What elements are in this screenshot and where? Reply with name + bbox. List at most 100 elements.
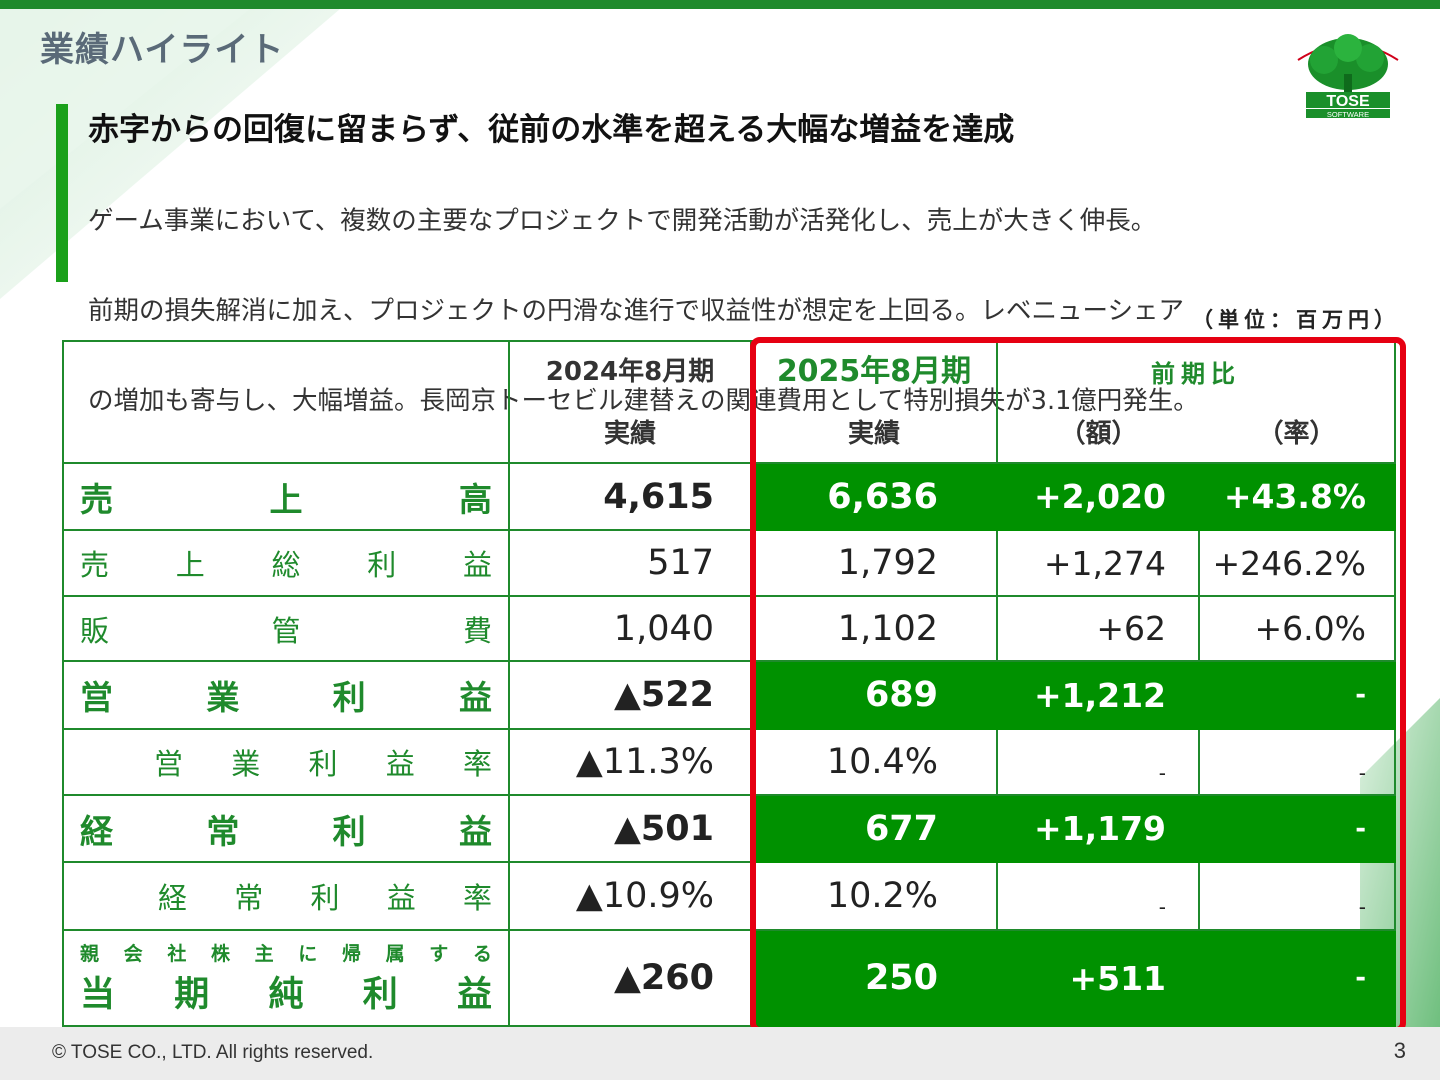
headline-accent-bar [56,104,68,282]
label-char: 益 [385,747,415,781]
diff-rate: - [1198,794,1396,863]
copyright: © TOSE CO., LTD. All rights reserved. [52,1042,374,1063]
header-prev-sub: 実績 [508,401,752,464]
page-number: 3 [1393,1038,1406,1063]
diff-rate: +246.2% [1198,529,1396,597]
label-char: 益 [458,678,492,717]
label-char: 親 [80,943,100,965]
prev-value: ▲260 [508,929,752,1027]
diff-rate: - [1198,929,1396,1027]
label-char: 主 [254,943,274,965]
label-char: 期 [174,975,210,1015]
diff-amount: +1,179 [996,794,1200,863]
label-char: 会 [123,943,143,965]
label-spread-small: 親会社株主に帰属する [80,939,492,966]
header-compare-amount: （額） [996,401,1199,464]
row-label: 親 会 社 株 主 に 帰 属 す る 当 期 純 利 益 [62,929,510,1027]
diff-amount: +1,274 [996,529,1200,597]
label-char: 社 [167,943,187,965]
prev-value: 4,615 [508,462,752,531]
diff-rate: +43.8% [1198,462,1396,531]
label-char: 属 [385,943,405,965]
header-prev-period: 2024年8月期 [508,340,752,401]
table-row: 営 業 利 益 ▲522 689 +1,212 - [62,660,1396,730]
label-char: 総 [271,548,301,582]
row-label: 販管費 [62,595,510,662]
row-label: 営業利益率 [62,728,510,796]
label-char: 益 [386,881,416,915]
label-spread: 販管費 [80,608,492,650]
header-compare: 前期比 [996,340,1396,401]
diff-amount: +511 [996,929,1200,1027]
diff-amount: +2,020 [996,462,1200,531]
label-char: 率 [462,881,492,915]
table-row: 売 上 総 利 益 517 1,792 +1,274 +246.2% [62,529,1396,597]
cur-value: 10.2% [750,861,998,931]
label-char: す [429,943,449,965]
logo-subtext: SOFTWARE [1327,110,1369,119]
label-spread: 経常利益率 [80,875,492,917]
row-label: 経常利益 [62,794,510,863]
row-label: 売上総利益 [62,529,510,597]
label-char: 営 [80,678,113,717]
label-char: 売 [80,479,113,519]
label-char: 当 [80,975,116,1015]
label-spread: 売上高 [80,473,492,521]
diff-amount: +1,212 [996,660,1200,730]
table-row: 経 常 利 益 率 ▲10.9% 10.2% - - [62,861,1396,931]
label-char: 純 [268,975,304,1015]
label-char: 高 [459,479,492,519]
label-char: 費 [462,613,492,648]
cur-value: 689 [750,660,998,730]
cur-value: 10.4% [750,728,998,796]
label-char: 株 [210,943,230,965]
table-row: 販 管 費 1,040 1,102 +62 +6.0% [62,595,1396,662]
label-spread: 売上総利益 [80,542,492,584]
dash: - [1358,761,1366,785]
dash: - [1158,761,1166,785]
summary-line: ゲーム事業において、複数の主要なプロジェクトで開発活動が活発化し、売上が大きく伸… [88,206,1157,236]
diff-rate: - [1198,660,1396,730]
label-char: 販 [80,613,110,648]
cur-value: 677 [750,794,998,863]
label-char: 管 [271,613,301,648]
cur-value: 6,636 [750,462,998,531]
label-spread: 当期純利益 [80,966,492,1017]
table-row: 経 常 利 益 ▲501 677 +1,179 - [62,794,1396,863]
table-row: 親 会 社 株 主 に 帰 属 す る 当 期 純 利 益 ▲260 250 +511 - [62,929,1396,1027]
prev-value: ▲10.9% [508,861,752,931]
diff-rate: - [1198,861,1396,931]
label-char: に [298,943,318,965]
label-char: 業 [231,747,261,781]
label-char: 利 [310,881,340,915]
table-subheader-row: 実績 実績 （額） （率） [63,401,1396,464]
diff-rate: +6.0% [1198,595,1396,662]
label-char: る [472,943,492,965]
diff-amount: - [996,861,1200,931]
diff-rate: - [1198,728,1396,796]
label-char: 営 [154,747,184,781]
table-header-row: 2024年8月期 2025年8月期 前期比 [62,340,1396,464]
prev-value: ▲11.3% [508,728,752,796]
cur-value: 1,792 [750,529,998,597]
table-row: 営 業 利 益 率 ▲11.3% 10.4% - - [62,728,1396,796]
label-spread: 営業利益 [80,671,492,719]
cur-value: 1,102 [750,595,998,662]
label-char: 上 [175,548,205,582]
dash: - [1158,895,1166,919]
summary-line: 前期の損失解消に加え、プロジェクトの円滑な進行で収益性が想定を上回る。レベニュー… [88,296,1184,326]
header-cur-sub: 実績 [750,401,998,464]
header-compare-rate: （率） [1199,401,1396,464]
unit-label: （単位：百万円） [1192,308,1400,332]
label-char: 常 [234,881,264,915]
headline: 赤字からの回復に留まらず、従前の水準を超える大幅な増益を達成 [88,112,1015,148]
prev-value: ▲501 [508,794,752,863]
label-char: 常 [206,811,240,851]
label-char: 上 [269,479,303,519]
header-cur-period: 2025年8月期 [750,340,998,401]
prev-value: ▲522 [508,660,752,730]
label-char: 経 [80,811,113,851]
row-label: 売上高 [62,462,510,531]
tose-logo: TOSE SOFTWARE [1296,30,1400,120]
label-char: 利 [308,747,338,781]
